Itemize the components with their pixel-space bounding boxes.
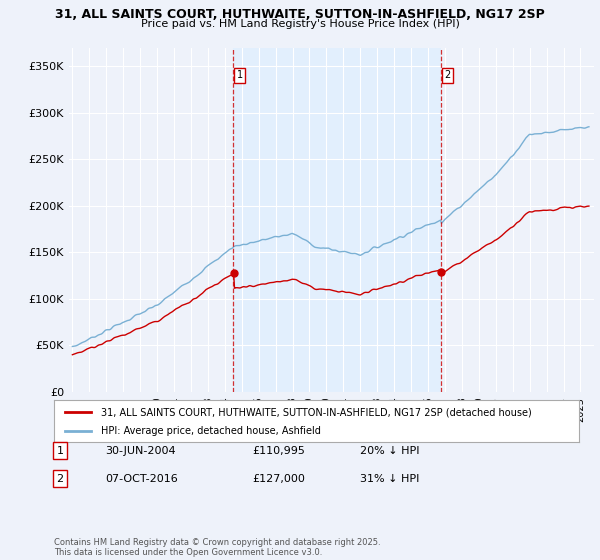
Text: Price paid vs. HM Land Registry's House Price Index (HPI): Price paid vs. HM Land Registry's House …	[140, 19, 460, 29]
Text: 31, ALL SAINTS COURT, HUTHWAITE, SUTTON-IN-ASHFIELD, NG17 2SP: 31, ALL SAINTS COURT, HUTHWAITE, SUTTON-…	[55, 8, 545, 21]
Text: £127,000: £127,000	[252, 474, 305, 484]
Text: 31, ALL SAINTS COURT, HUTHWAITE, SUTTON-IN-ASHFIELD, NG17 2SP (detached house): 31, ALL SAINTS COURT, HUTHWAITE, SUTTON-…	[101, 407, 532, 417]
Text: 1: 1	[56, 446, 64, 456]
Text: Contains HM Land Registry data © Crown copyright and database right 2025.
This d: Contains HM Land Registry data © Crown c…	[54, 538, 380, 557]
Text: £110,995: £110,995	[252, 446, 305, 456]
Bar	[233, 48, 441, 392]
Text: 2: 2	[445, 70, 451, 80]
Text: 31% ↓ HPI: 31% ↓ HPI	[360, 474, 419, 484]
Text: 07-OCT-2016: 07-OCT-2016	[105, 474, 178, 484]
Text: HPI: Average price, detached house, Ashfield: HPI: Average price, detached house, Ashf…	[101, 426, 321, 436]
Text: 1: 1	[236, 70, 243, 80]
Text: 30-JUN-2004: 30-JUN-2004	[105, 446, 176, 456]
Text: 2: 2	[56, 474, 64, 484]
Text: 20% ↓ HPI: 20% ↓ HPI	[360, 446, 419, 456]
